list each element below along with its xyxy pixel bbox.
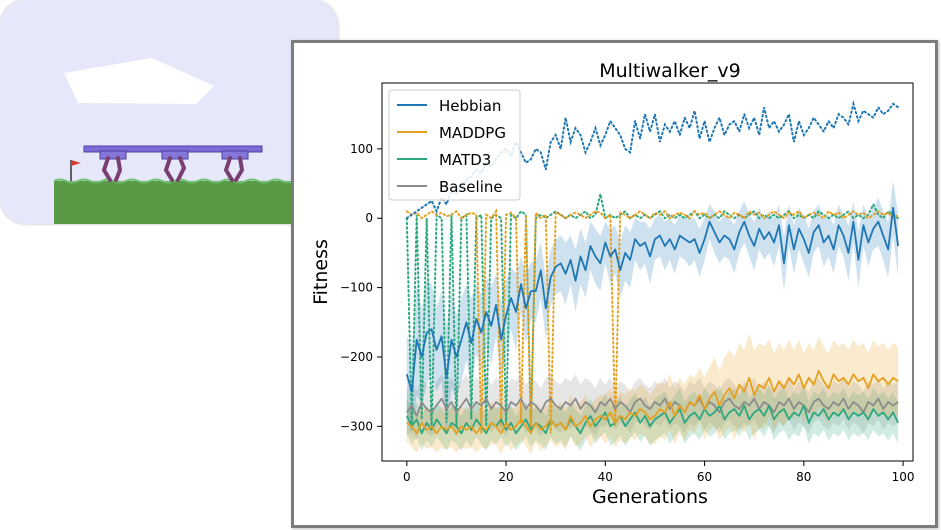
x-tick-label: 100 xyxy=(892,470,915,484)
x-tick-label: 60 xyxy=(697,470,712,484)
axes-frame xyxy=(381,82,914,462)
y-tick-label: 0 xyxy=(365,211,373,225)
environment-render xyxy=(0,0,338,224)
x-tick-label: 40 xyxy=(598,470,613,484)
legend-label-maddpg: MADDPG xyxy=(439,124,506,142)
legend: Hebbian MADDPG MATD3 Baseline xyxy=(388,89,521,201)
legend-label-matd3: MATD3 xyxy=(439,151,491,169)
y-tick-label: −100 xyxy=(340,281,373,295)
x-axis-label: Generations xyxy=(592,486,708,508)
mean-line-maddpg xyxy=(406,369,899,435)
plot-area xyxy=(405,99,900,455)
y-tick-label: 100 xyxy=(350,142,373,156)
legend-item-hebbian: Hebbian xyxy=(397,97,501,115)
y-axis-label: Fitness xyxy=(310,239,332,305)
legend-item-maddpg: MADDPG xyxy=(397,124,506,142)
x-tick-label: 0 xyxy=(403,470,411,484)
axis-ticks: 0 20 40 60 80 100 100 0 −100 −200 −300 xyxy=(340,142,914,484)
best-line-hebbian xyxy=(405,99,900,220)
x-tick-label: 20 xyxy=(498,470,513,484)
legend-label-hebbian: Hebbian xyxy=(439,97,501,115)
legend-item-matd3: MATD3 xyxy=(397,151,491,169)
band-hebbian xyxy=(406,180,899,437)
y-tick-label: −200 xyxy=(340,350,373,364)
legend-label-baseline: Baseline xyxy=(439,178,503,196)
mean-line-baseline xyxy=(406,397,899,417)
best-line-maddpg xyxy=(405,208,900,434)
chart-figure: Multiwalker_v9 0 20 40 60 80 100 100 0 −100 −200 −… xyxy=(291,40,938,528)
mean-line-matd3 xyxy=(405,404,899,435)
multiwalker-scene-image xyxy=(0,0,338,224)
x-tick-label: 80 xyxy=(796,470,811,484)
best-line-matd3 xyxy=(405,193,900,430)
legend-item-baseline: Baseline xyxy=(397,178,503,196)
mean-line-hebbian xyxy=(405,206,899,393)
chart-title: Multiwalker_v9 xyxy=(599,60,741,82)
y-tick-label: −300 xyxy=(340,419,373,433)
fitness-chart: Multiwalker_v9 0 20 40 60 80 100 100 0 −100 −200 −… xyxy=(310,60,915,508)
legend-box xyxy=(388,89,521,201)
band-maddpg xyxy=(406,332,899,455)
